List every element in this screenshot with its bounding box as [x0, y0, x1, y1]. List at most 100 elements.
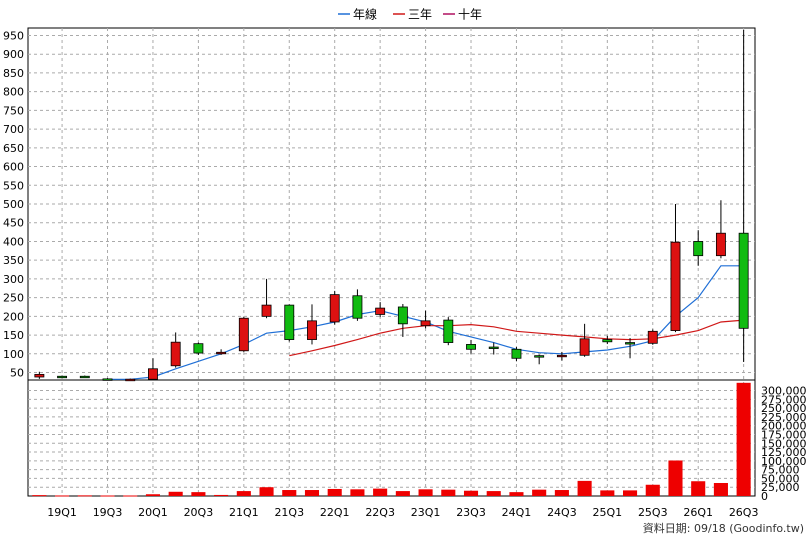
- volume-tick-label: 250,000: [761, 402, 807, 415]
- candle: [488, 342, 499, 355]
- volume-bar: [554, 490, 569, 496]
- chart-legend: 年線 三年 十年: [338, 7, 482, 22]
- candle-body: [420, 320, 431, 327]
- candle: [125, 378, 136, 382]
- price-tick-label: 500: [3, 198, 24, 211]
- volume-bar: [236, 491, 251, 496]
- x-tick-label: 24Q1: [502, 506, 532, 519]
- volume-bar: [395, 491, 410, 496]
- candle-body: [738, 232, 749, 329]
- candle: [534, 354, 545, 365]
- candle: [738, 29, 749, 363]
- candle: [556, 351, 567, 361]
- volume-bar: [259, 487, 274, 496]
- price-tick-label: 200: [3, 310, 24, 323]
- candle: [397, 303, 408, 337]
- volume-tick-label: 100,000: [761, 455, 807, 468]
- price-tick-label: 750: [3, 104, 24, 117]
- candle-body: [170, 341, 181, 367]
- volume-bar: [191, 492, 206, 496]
- candle: [625, 338, 635, 359]
- volume-axis: 025,00050,00075,000100,000125,000150,000…: [761, 385, 807, 503]
- x-axis: 19Q1 19Q3 20Q1 20Q3 21Q1 21Q3 22Q1 22Q3 23Q1 23Q3…: [47, 506, 758, 519]
- candle: [261, 278, 272, 319]
- volume-bar: [441, 489, 456, 496]
- candle-body: [34, 373, 45, 378]
- candle: [284, 304, 295, 342]
- legend-item: 十年: [443, 8, 482, 22]
- legend-item: 年線: [338, 7, 377, 22]
- candle-body: [375, 307, 386, 315]
- legend-label: 三年: [408, 8, 432, 22]
- volume-bar: [304, 490, 320, 496]
- candle-body: [216, 351, 227, 355]
- x-tick-label: 22Q3: [365, 506, 395, 519]
- price-tick-label: 450: [3, 217, 24, 230]
- volume-bar: [55, 495, 70, 497]
- volume-bar: [691, 481, 706, 496]
- candle: [375, 302, 386, 318]
- volume-bar: [509, 492, 524, 496]
- candle-body: [57, 375, 68, 379]
- price-tick-label: 900: [3, 48, 24, 61]
- candle-body: [647, 330, 658, 344]
- volume-bar: [145, 494, 160, 496]
- plot-border: [27, 27, 756, 497]
- candle: [102, 378, 113, 381]
- candle-body: [534, 355, 545, 358]
- volume-bar: [123, 495, 138, 497]
- candle: [602, 335, 613, 345]
- data-date-footer: 資料日期: 09/18 (Goodinfo.tw): [643, 521, 804, 535]
- candle-body: [579, 338, 590, 356]
- volume-bar: [77, 495, 92, 497]
- price-tick-label: 600: [3, 161, 24, 174]
- candle-body: [125, 378, 136, 382]
- x-tick-label: 23Q1: [411, 506, 441, 519]
- x-tick-label: 21Q1: [229, 506, 259, 519]
- x-tick-label: 19Q3: [93, 506, 123, 519]
- candle-body: [307, 320, 317, 340]
- candle: [307, 304, 317, 345]
- price-tick-label: 950: [3, 29, 24, 42]
- x-tick-label: 25Q3: [638, 506, 668, 519]
- candle-body: [511, 348, 522, 359]
- volume-tick-label: 200,000: [761, 420, 807, 433]
- candle: [216, 349, 227, 355]
- x-tick-label: 24Q3: [547, 506, 577, 519]
- volume-tick-label: 75,000: [761, 464, 800, 477]
- x-tick-label: 19Q1: [47, 506, 77, 519]
- candles: [34, 29, 749, 382]
- volume-tick-label: 275,000: [761, 393, 807, 406]
- x-tick-label: 26Q1: [683, 506, 713, 519]
- volume-bars: [32, 382, 751, 497]
- candle: [238, 317, 249, 352]
- price-tick-label: 300: [3, 273, 24, 286]
- legend-label: 十年: [458, 8, 482, 22]
- volume-bar: [600, 490, 615, 496]
- chart-grid: [27, 27, 756, 497]
- price-tick-label: 350: [3, 254, 24, 267]
- volume-tick-label: 0: [761, 490, 768, 503]
- candle-body: [693, 241, 704, 257]
- price-tick-label: 400: [3, 235, 24, 248]
- candle: [170, 332, 181, 368]
- candle: [693, 230, 704, 266]
- volume-bar: [214, 494, 229, 496]
- candle-body: [556, 354, 567, 358]
- price-tick-label: 800: [3, 86, 24, 99]
- candle-body: [193, 343, 204, 354]
- candle: [466, 339, 476, 354]
- candle: [420, 310, 431, 329]
- x-tick-label: 20Q3: [184, 506, 214, 519]
- candle: [670, 204, 681, 333]
- volume-bar: [168, 491, 183, 496]
- candle-body: [602, 339, 613, 343]
- candle-body: [238, 317, 249, 352]
- price-tick-label: 550: [3, 179, 24, 192]
- volume-tick-label: 225,000: [761, 411, 807, 424]
- legend-label: 年線: [353, 7, 377, 22]
- candle-body: [397, 306, 408, 325]
- volume-bar: [32, 495, 47, 497]
- candle: [443, 317, 454, 346]
- candle: [193, 342, 204, 355]
